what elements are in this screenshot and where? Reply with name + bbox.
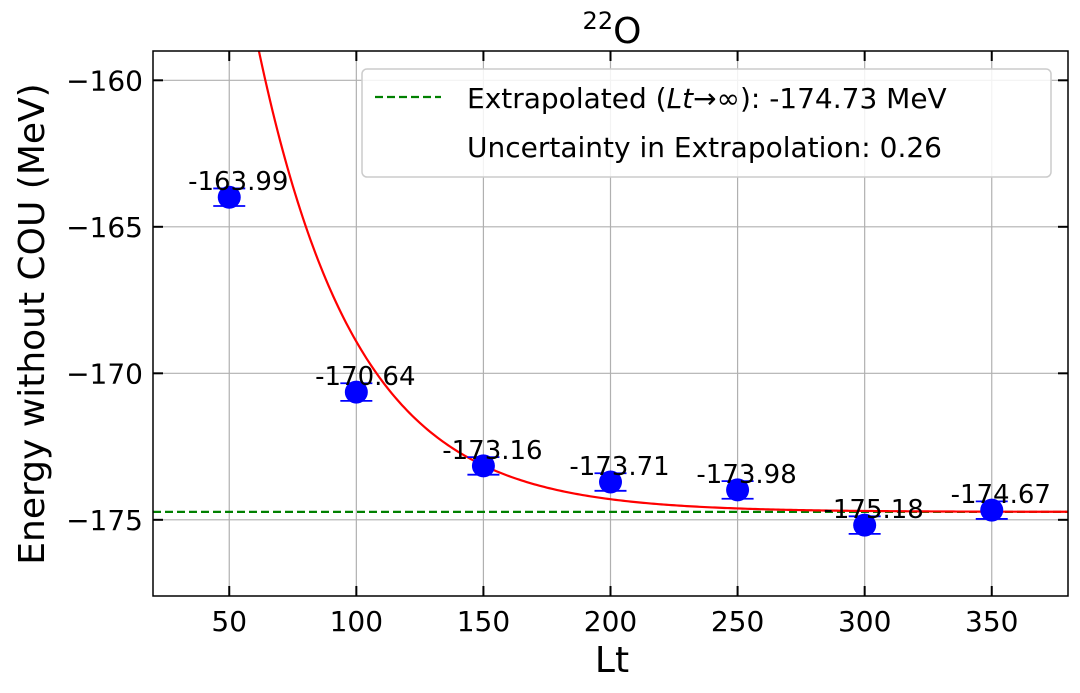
- title-element: O: [613, 11, 641, 52]
- x-tick-label: 300: [838, 605, 891, 638]
- y-tick-label: −165: [66, 211, 143, 244]
- data-label: -174.67: [951, 480, 1051, 510]
- x-tick-label: 150: [457, 605, 510, 638]
- data-label: -173.71: [569, 452, 669, 482]
- data-point: [217, 185, 241, 209]
- legend-extrapolated-suffix: ): -174.73 MeV: [740, 82, 947, 115]
- fit-curve: [257, 51, 1068, 513]
- data-label: -170.64: [315, 362, 415, 392]
- data-label: -163.99: [188, 167, 288, 197]
- data-point: [471, 454, 495, 478]
- legend-extrapolated-entry: Extrapolated (Lt→∞): -174.73 MeV: [467, 82, 947, 115]
- legend-extrapolated-infinity: ∞: [717, 82, 740, 115]
- legend-extrapolated-math: Lt: [667, 82, 695, 115]
- data-label: -173.16: [442, 436, 542, 466]
- x-tick-label: 350: [965, 605, 1018, 638]
- fit-layer: [257, 51, 1068, 513]
- legend-uncertainty-entry: Uncertainty in Extrapolation: 0.26: [467, 131, 942, 164]
- data-label: -173.98: [696, 460, 796, 490]
- chart-title: 22O: [583, 7, 642, 52]
- legend-extrapolated-arrow: →: [693, 82, 716, 115]
- data-point: [599, 470, 622, 494]
- legend: Extrapolated (Lt→∞): -174.73 MeV Uncerta…: [361, 68, 1052, 178]
- legend-box: [361, 68, 1052, 178]
- data-labels-layer: -163.99 -170.64 -173.16 -173.71 -173.98 -175.…: [188, 167, 1051, 525]
- data-point: [726, 478, 750, 502]
- x-tick-label: 250: [711, 605, 764, 638]
- y-axis-title: Energy without COU (MeV): [12, 83, 53, 564]
- x-tick-label: 50: [211, 605, 247, 638]
- data-label: -175.18: [823, 495, 923, 525]
- x-tick-label: 100: [330, 605, 383, 638]
- data-point: [980, 498, 1004, 522]
- legend-extrapolated-prefix: Extrapolated (: [467, 82, 667, 115]
- data-point: [344, 380, 368, 404]
- ticks-layer: 50 100 150 200 250 300 350 −160 −165 −170 −175: [66, 51, 1068, 638]
- title-superscript: 22: [583, 7, 614, 35]
- x-axis-title: Lt: [595, 640, 629, 681]
- data-point: [853, 513, 877, 537]
- y-tick-label: −170: [66, 357, 143, 390]
- x-tick-label: 200: [584, 605, 637, 638]
- points-layer: [213, 185, 1008, 537]
- y-tick-label: −160: [66, 64, 143, 97]
- y-tick-label: −175: [66, 504, 143, 537]
